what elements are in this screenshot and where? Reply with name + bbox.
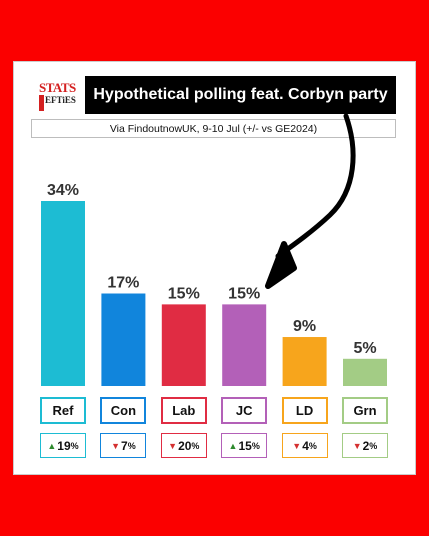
change-unit: % (127, 440, 136, 451)
category-label-ld: LD (281, 397, 328, 424)
logo-line1: STATS (39, 80, 76, 95)
triangle-up-icon: ▲ (228, 440, 238, 451)
triangle-down-icon: ▼ (111, 440, 120, 451)
change-value: 20 (178, 438, 192, 453)
change-value: 2 (362, 438, 370, 453)
change-label-ref: ▲ 19% (40, 433, 86, 458)
category-label-jc: JC (221, 397, 268, 424)
change-value: 4 (302, 438, 309, 453)
change-value: 19 (57, 438, 71, 453)
category-label-lab: Lab (160, 397, 207, 424)
bar-grn (343, 358, 387, 386)
change-unit: % (191, 440, 200, 451)
change-value: 7 (121, 438, 128, 453)
change-value: 15 (238, 438, 252, 453)
triangle-down-icon: ▼ (168, 440, 178, 451)
bar-lab (161, 304, 206, 386)
logo-bar (39, 95, 44, 111)
change-label-con: ▼ 7% (100, 433, 147, 458)
triangle-down-icon: ▼ (292, 440, 302, 451)
stats-for-lefties-logo: STATS EFTiES (39, 80, 76, 115)
chart-subtitle: Via FindoutnowUK, 9-10 Jul (+/- vs GE202… (31, 119, 396, 138)
value-label-grn: 5% (353, 340, 376, 357)
change-unit: % (369, 440, 378, 451)
change-label-lab: ▼ 20% (160, 433, 207, 458)
change-label-jc: ▲ 15% (221, 433, 268, 458)
category-label-con: Con (100, 397, 147, 424)
value-label-lab: 15% (168, 285, 200, 302)
change-unit: % (70, 440, 79, 451)
bar-jc (222, 304, 267, 386)
bar-con (101, 293, 146, 386)
chart-title: Hypothetical polling feat. Corbyn party (85, 76, 396, 114)
change-unit: % (251, 440, 260, 451)
change-label-ld: ▼ 4% (281, 433, 328, 458)
triangle-down-icon: ▼ (352, 440, 362, 451)
value-label-con: 17% (107, 275, 139, 292)
value-label-ref: 34% (47, 182, 79, 199)
category-label-ref: Ref (40, 397, 86, 424)
bar-ld (282, 337, 327, 386)
change-unit: % (308, 440, 317, 451)
triangle-up-icon: ▲ (47, 440, 57, 451)
value-label-ld: 9% (293, 318, 316, 335)
change-label-grn: ▼ 2% (342, 433, 388, 458)
category-label-grn: Grn (342, 397, 388, 424)
bar-ref (41, 201, 85, 386)
logo-line2: EFTiES (45, 95, 76, 105)
value-label-jc: 15% (228, 285, 260, 302)
